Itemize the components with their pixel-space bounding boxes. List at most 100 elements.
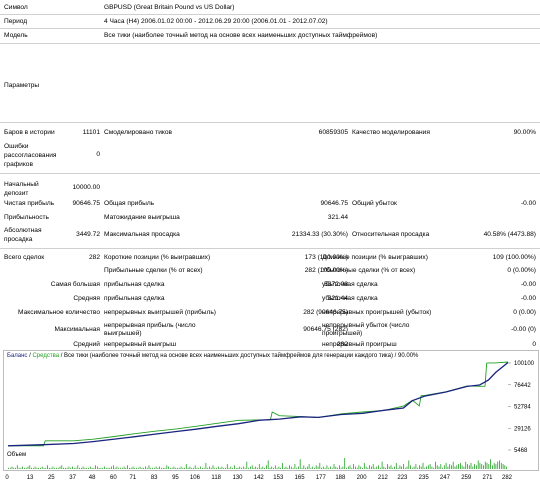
volume-bar bbox=[303, 465, 305, 469]
legend-rest: / Все тики (наиболее точный метод на осн… bbox=[59, 353, 419, 359]
volume-bar bbox=[116, 466, 118, 469]
volume-bar bbox=[472, 466, 474, 469]
x-tick-label: 247 bbox=[440, 475, 451, 481]
volume-bar bbox=[79, 467, 80, 469]
volume-bar bbox=[248, 467, 249, 469]
volume-bar bbox=[312, 466, 314, 469]
volume-bar bbox=[255, 466, 257, 469]
volume-bar bbox=[193, 467, 194, 469]
volume-bar bbox=[371, 466, 372, 469]
volume-bar bbox=[20, 467, 22, 469]
y-tick-label: 29126 bbox=[514, 426, 531, 432]
volume-bar bbox=[392, 467, 394, 469]
avg-losses-value: 0 bbox=[532, 341, 536, 348]
x-tick-label: 130 bbox=[232, 475, 243, 481]
volume-bar bbox=[306, 466, 308, 469]
volume-bar bbox=[363, 462, 365, 469]
volume-bar bbox=[93, 467, 95, 469]
volume-bar bbox=[198, 467, 200, 469]
volume-bar bbox=[331, 467, 333, 469]
volume-bar bbox=[321, 467, 322, 469]
deposit-value: 10000.00 bbox=[72, 184, 100, 191]
volume-label: Объем bbox=[7, 452, 27, 458]
volume-bar bbox=[420, 466, 422, 469]
volume-bar bbox=[86, 467, 88, 469]
params-label: Параметры bbox=[4, 82, 40, 89]
volume-bar bbox=[232, 467, 233, 469]
volume-bar bbox=[483, 465, 484, 469]
volume-bar bbox=[365, 466, 367, 469]
volume-bar bbox=[81, 467, 82, 469]
x-tick-label: 142 bbox=[254, 475, 265, 481]
volume-bar bbox=[189, 466, 191, 469]
volume-bar bbox=[118, 467, 120, 469]
volume-bar bbox=[467, 464, 468, 469]
volume-bar bbox=[360, 466, 362, 469]
volume-bar bbox=[97, 466, 98, 469]
volume-bar bbox=[177, 467, 178, 469]
volume-bar bbox=[486, 462, 488, 469]
volume-bar bbox=[379, 467, 381, 469]
volume-bar bbox=[285, 466, 287, 469]
model-value: Все тики (наиболее точный метод на основ… bbox=[104, 32, 378, 39]
volume-bar bbox=[239, 466, 241, 469]
volume-bar bbox=[38, 467, 39, 469]
volume-bar bbox=[143, 467, 144, 469]
volume-bar bbox=[196, 467, 198, 469]
volume-bar bbox=[130, 467, 132, 469]
volume-bar bbox=[276, 467, 278, 469]
volume-bar bbox=[422, 462, 424, 469]
volume-bar bbox=[50, 467, 52, 469]
volume-bar bbox=[298, 466, 299, 469]
volume-bar bbox=[59, 466, 61, 469]
volume-bar bbox=[52, 466, 54, 469]
volume-bar bbox=[372, 464, 374, 469]
volume-bar bbox=[24, 467, 25, 469]
period-label: Период bbox=[4, 18, 28, 25]
volume-bar bbox=[111, 466, 112, 469]
volume-bar bbox=[162, 467, 164, 469]
volume-bar bbox=[493, 462, 495, 469]
y-tick-label: 100100 bbox=[514, 361, 535, 367]
volume-bar bbox=[153, 467, 155, 469]
volume-bar bbox=[210, 467, 212, 469]
errors-label: Ошибки рассогласования графиков bbox=[4, 143, 57, 168]
volume-bar bbox=[404, 467, 406, 469]
rel-dd-label: Относительная просадка bbox=[352, 231, 430, 238]
long-label: Длинные позиции (% выигравших) bbox=[322, 254, 428, 261]
volume-bar bbox=[383, 466, 385, 469]
volume-chart-svg bbox=[8, 458, 507, 469]
maxcount-label: Максимальное количество bbox=[18, 309, 100, 316]
volume-bar bbox=[287, 467, 289, 469]
volume-bar bbox=[374, 467, 376, 469]
volume-bar bbox=[32, 467, 34, 469]
volume-bar bbox=[458, 464, 459, 469]
volume-bar bbox=[89, 466, 91, 469]
x-tick-label: 60 bbox=[110, 475, 117, 481]
volume-bar bbox=[427, 465, 429, 469]
volume-bar bbox=[56, 467, 57, 469]
volume-bar bbox=[139, 466, 141, 469]
volume-bar bbox=[305, 467, 306, 469]
volume-bar bbox=[250, 466, 251, 469]
volume-bar bbox=[109, 467, 111, 469]
volume-bar bbox=[184, 467, 185, 469]
volume-bar bbox=[13, 467, 15, 469]
volume-bar bbox=[221, 466, 223, 469]
volume-bar bbox=[41, 466, 43, 469]
volume-bar bbox=[500, 462, 502, 469]
volume-bar bbox=[355, 466, 356, 469]
volume-bar bbox=[477, 460, 479, 469]
x-tick-label: 177 bbox=[316, 475, 327, 481]
largest-label: Самая большая bbox=[50, 281, 100, 288]
volume-bar bbox=[315, 465, 317, 469]
volume-bar bbox=[328, 467, 330, 469]
volume-bar bbox=[253, 467, 255, 469]
volume-bar bbox=[25, 467, 27, 469]
x-tick-label: 271 bbox=[482, 475, 493, 481]
volume-bar bbox=[369, 465, 370, 469]
volume-bar bbox=[413, 466, 415, 469]
average-label: Средняя bbox=[73, 295, 100, 302]
volume-bar bbox=[403, 464, 404, 469]
y-tick-label: 52784 bbox=[514, 405, 531, 411]
